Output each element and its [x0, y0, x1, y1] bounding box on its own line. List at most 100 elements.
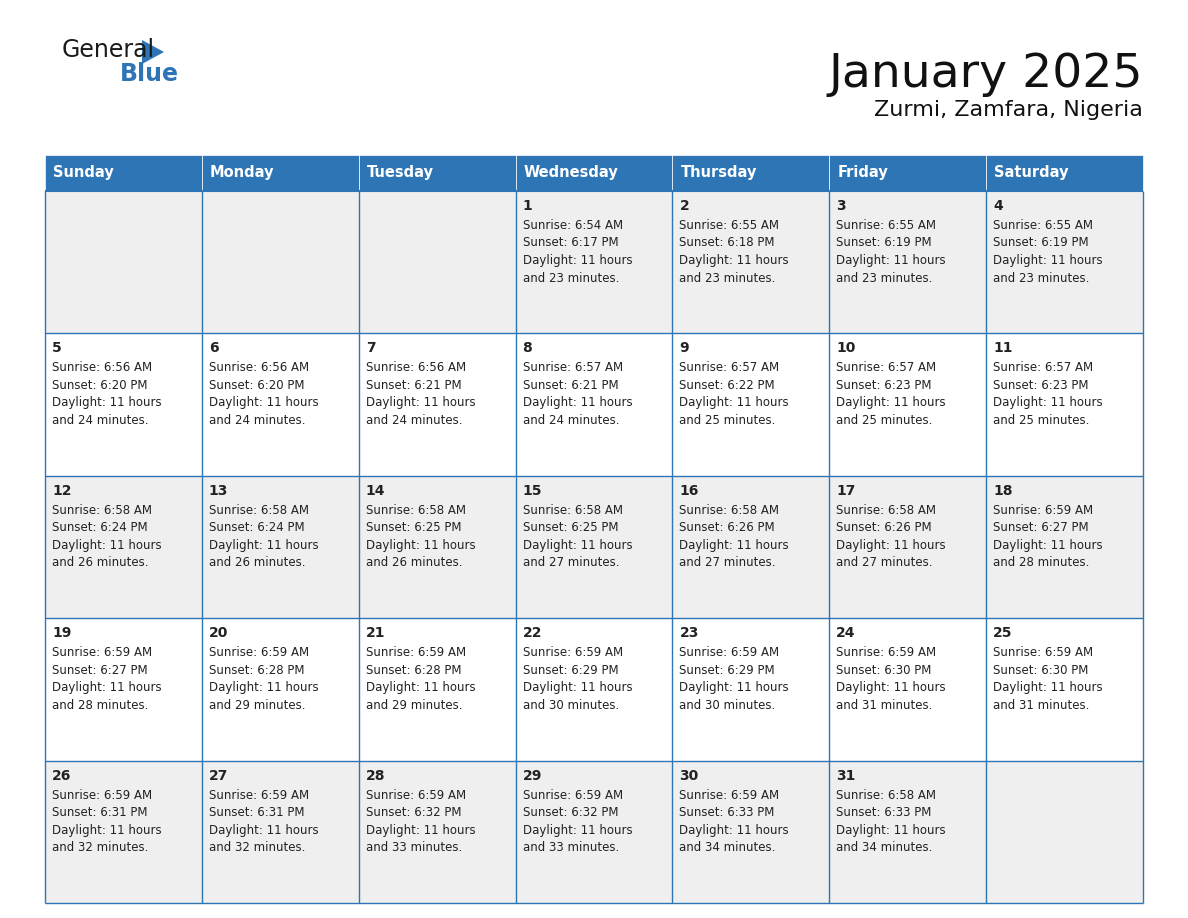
Text: Sunrise: 6:57 AM: Sunrise: 6:57 AM: [523, 362, 623, 375]
Text: 9: 9: [680, 341, 689, 355]
Text: 22: 22: [523, 626, 542, 640]
Text: Daylight: 11 hours: Daylight: 11 hours: [523, 254, 632, 267]
Text: Daylight: 11 hours: Daylight: 11 hours: [209, 397, 318, 409]
Text: 25: 25: [993, 626, 1012, 640]
Polygon shape: [143, 40, 164, 64]
Bar: [202, 618, 359, 761]
Bar: [516, 191, 672, 333]
Text: Sunrise: 6:58 AM: Sunrise: 6:58 AM: [209, 504, 309, 517]
Text: Zurmi, Zamfara, Nigeria: Zurmi, Zamfara, Nigeria: [874, 100, 1143, 120]
Bar: [672, 618, 829, 761]
Text: Daylight: 11 hours: Daylight: 11 hours: [523, 681, 632, 694]
Text: Sunrise: 6:59 AM: Sunrise: 6:59 AM: [523, 789, 623, 801]
Text: Sunset: 6:21 PM: Sunset: 6:21 PM: [523, 379, 618, 392]
Text: Sunset: 6:27 PM: Sunset: 6:27 PM: [52, 664, 147, 677]
Bar: [45, 761, 202, 903]
Text: Daylight: 11 hours: Daylight: 11 hours: [366, 397, 475, 409]
Text: Daylight: 11 hours: Daylight: 11 hours: [209, 539, 318, 552]
Bar: [986, 191, 1143, 333]
Text: 3: 3: [836, 199, 846, 213]
Text: Sunset: 6:27 PM: Sunset: 6:27 PM: [993, 521, 1088, 534]
Text: Sunrise: 6:56 AM: Sunrise: 6:56 AM: [366, 362, 466, 375]
Text: Sunset: 6:30 PM: Sunset: 6:30 PM: [993, 664, 1088, 677]
Bar: [202, 191, 359, 333]
Text: and 28 minutes.: and 28 minutes.: [993, 556, 1089, 569]
Text: Sunset: 6:18 PM: Sunset: 6:18 PM: [680, 237, 775, 250]
Text: Sunset: 6:21 PM: Sunset: 6:21 PM: [366, 379, 461, 392]
Text: and 33 minutes.: and 33 minutes.: [523, 841, 619, 854]
Text: Sunrise: 6:58 AM: Sunrise: 6:58 AM: [523, 504, 623, 517]
Bar: [829, 618, 986, 761]
Text: 1: 1: [523, 199, 532, 213]
Bar: [359, 618, 516, 761]
Text: Daylight: 11 hours: Daylight: 11 hours: [209, 681, 318, 694]
Text: Sunrise: 6:59 AM: Sunrise: 6:59 AM: [993, 504, 1093, 517]
Text: Sunrise: 6:57 AM: Sunrise: 6:57 AM: [993, 362, 1093, 375]
Text: Daylight: 11 hours: Daylight: 11 hours: [680, 823, 789, 836]
Bar: [45, 191, 202, 333]
Text: Daylight: 11 hours: Daylight: 11 hours: [366, 681, 475, 694]
Text: 6: 6: [209, 341, 219, 355]
Text: Sunset: 6:29 PM: Sunset: 6:29 PM: [523, 664, 618, 677]
Bar: [359, 761, 516, 903]
Text: Wednesday: Wednesday: [524, 165, 618, 181]
Text: and 27 minutes.: and 27 minutes.: [523, 556, 619, 569]
Text: and 25 minutes.: and 25 minutes.: [993, 414, 1089, 427]
Text: and 34 minutes.: and 34 minutes.: [680, 841, 776, 854]
Text: Daylight: 11 hours: Daylight: 11 hours: [366, 823, 475, 836]
Text: Sunrise: 6:59 AM: Sunrise: 6:59 AM: [523, 646, 623, 659]
Bar: [202, 476, 359, 618]
Text: Sunrise: 6:59 AM: Sunrise: 6:59 AM: [366, 646, 466, 659]
Text: 8: 8: [523, 341, 532, 355]
Text: Daylight: 11 hours: Daylight: 11 hours: [680, 397, 789, 409]
Text: and 31 minutes.: and 31 minutes.: [836, 699, 933, 711]
Text: 30: 30: [680, 768, 699, 783]
Text: Sunrise: 6:55 AM: Sunrise: 6:55 AM: [680, 219, 779, 232]
Text: and 26 minutes.: and 26 minutes.: [366, 556, 462, 569]
Text: Daylight: 11 hours: Daylight: 11 hours: [836, 254, 946, 267]
Text: Daylight: 11 hours: Daylight: 11 hours: [209, 823, 318, 836]
Text: Daylight: 11 hours: Daylight: 11 hours: [993, 254, 1102, 267]
Bar: [45, 333, 202, 476]
Bar: [829, 476, 986, 618]
Text: Sunrise: 6:59 AM: Sunrise: 6:59 AM: [993, 646, 1093, 659]
Text: and 31 minutes.: and 31 minutes.: [993, 699, 1089, 711]
Text: 2: 2: [680, 199, 689, 213]
Text: and 29 minutes.: and 29 minutes.: [209, 699, 305, 711]
Bar: [202, 333, 359, 476]
Text: and 24 minutes.: and 24 minutes.: [209, 414, 305, 427]
Text: Sunrise: 6:55 AM: Sunrise: 6:55 AM: [836, 219, 936, 232]
Text: 27: 27: [209, 768, 228, 783]
Text: 20: 20: [209, 626, 228, 640]
Text: Sunset: 6:28 PM: Sunset: 6:28 PM: [366, 664, 461, 677]
Text: 18: 18: [993, 484, 1012, 498]
Text: Sunrise: 6:59 AM: Sunrise: 6:59 AM: [680, 789, 779, 801]
Text: and 23 minutes.: and 23 minutes.: [836, 272, 933, 285]
Text: Daylight: 11 hours: Daylight: 11 hours: [680, 681, 789, 694]
Text: and 24 minutes.: and 24 minutes.: [523, 414, 619, 427]
Text: 15: 15: [523, 484, 542, 498]
Text: Sunset: 6:19 PM: Sunset: 6:19 PM: [993, 237, 1088, 250]
Bar: [516, 476, 672, 618]
Text: Daylight: 11 hours: Daylight: 11 hours: [523, 823, 632, 836]
Bar: [829, 333, 986, 476]
Bar: [45, 155, 202, 191]
Text: 21: 21: [366, 626, 385, 640]
Text: Sunrise: 6:58 AM: Sunrise: 6:58 AM: [836, 789, 936, 801]
Text: Tuesday: Tuesday: [367, 165, 434, 181]
Text: Sunset: 6:20 PM: Sunset: 6:20 PM: [209, 379, 304, 392]
Text: Daylight: 11 hours: Daylight: 11 hours: [52, 823, 162, 836]
Bar: [986, 333, 1143, 476]
Text: Sunset: 6:33 PM: Sunset: 6:33 PM: [836, 806, 931, 819]
Text: Sunrise: 6:59 AM: Sunrise: 6:59 AM: [209, 789, 309, 801]
Text: Sunrise: 6:57 AM: Sunrise: 6:57 AM: [680, 362, 779, 375]
Text: and 26 minutes.: and 26 minutes.: [209, 556, 305, 569]
Text: Daylight: 11 hours: Daylight: 11 hours: [523, 397, 632, 409]
Text: Sunrise: 6:59 AM: Sunrise: 6:59 AM: [366, 789, 466, 801]
Text: Sunrise: 6:58 AM: Sunrise: 6:58 AM: [366, 504, 466, 517]
Bar: [672, 191, 829, 333]
Text: Sunset: 6:26 PM: Sunset: 6:26 PM: [680, 521, 775, 534]
Text: Daylight: 11 hours: Daylight: 11 hours: [680, 539, 789, 552]
Text: 26: 26: [52, 768, 71, 783]
Text: and 30 minutes.: and 30 minutes.: [523, 699, 619, 711]
